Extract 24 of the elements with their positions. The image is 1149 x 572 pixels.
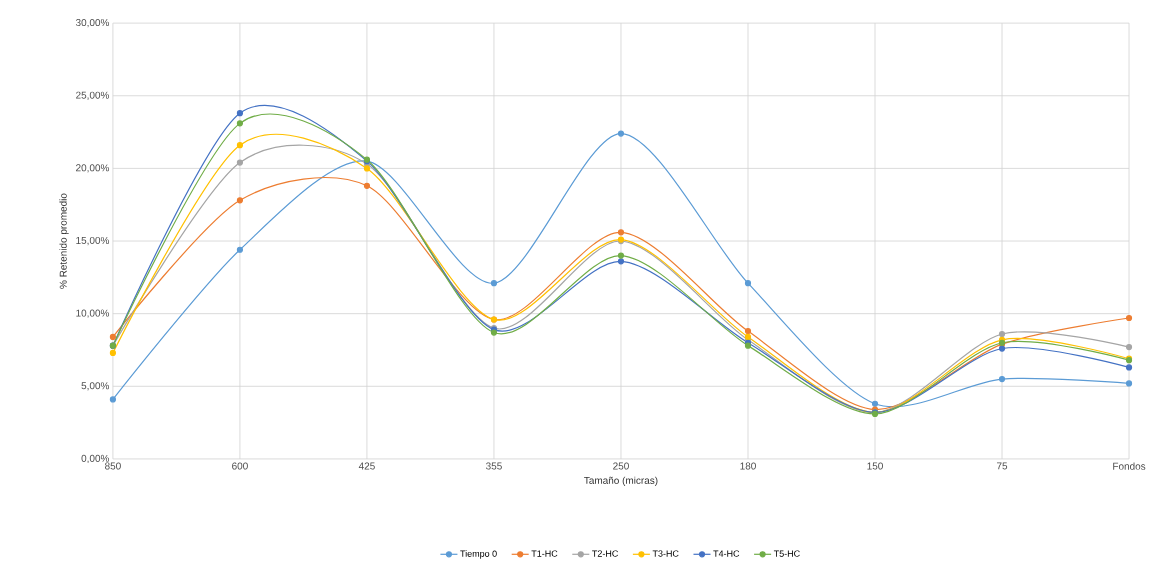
y-axis-title: % Retenido promedio	[59, 193, 69, 289]
y-tick-label: 25,00%	[76, 91, 110, 100]
x-tick-label: Fondos	[1113, 462, 1146, 470]
x-tick-label: 850	[105, 462, 121, 470]
y-tick-label: 20,00%	[76, 164, 110, 173]
legend-label: Tiempo 0	[460, 550, 497, 559]
x-tick-label: 600	[232, 462, 248, 470]
x-tick-label: 250	[613, 462, 629, 470]
x-tick-label: 150	[867, 462, 883, 470]
legend-label: T1-HC	[531, 550, 558, 557]
y-tick-label: 30,00%	[75, 19, 110, 28]
x-axis-title: Tamaño (micras)	[584, 476, 658, 486]
legend-label: T4-HC	[713, 550, 740, 557]
legend-label: T2-HC	[592, 550, 618, 557]
x-tick-label: 180	[740, 462, 756, 470]
legend-label: T5-HC	[773, 550, 800, 557]
y-tick-label: 10,00%	[76, 309, 110, 318]
y-tick-label: 0,00%	[81, 454, 110, 464]
x-tick-label: 75	[996, 462, 1008, 470]
x-tick-label: 425	[358, 462, 375, 470]
legend-label: T3-HC	[652, 550, 679, 557]
y-tick-label: 5,00%	[81, 382, 110, 391]
y-tick-label: 15,00%	[76, 237, 110, 246]
x-tick-label: 355	[486, 462, 502, 470]
